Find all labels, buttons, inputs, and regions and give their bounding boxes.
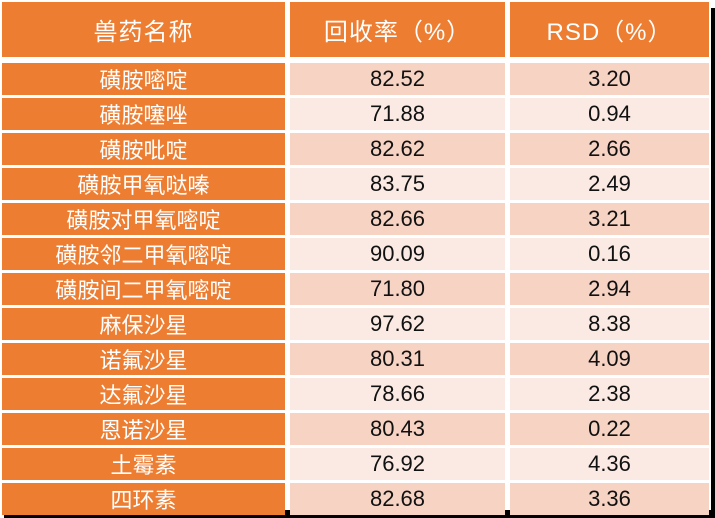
drug-name-cell: 磺胺甲氧哒嗪 — [2, 168, 285, 200]
rsd-value-cell: 3.20 — [510, 63, 709, 95]
rsd-value-cell: 2.66 — [510, 133, 709, 165]
recovery-value-cell: 71.88 — [290, 98, 505, 130]
drug-name-cell: 土霉素 — [2, 448, 285, 480]
recovery-value-cell: 80.43 — [290, 413, 505, 445]
drug-name-cell: 磺胺嘧啶 — [2, 63, 285, 95]
drug-name-cell: 麻保沙星 — [2, 308, 285, 340]
recovery-value-cell: 82.66 — [290, 203, 505, 235]
table-body: 磺胺嘧啶 82.52 3.20 磺胺噻唑 71.88 0.94 磺胺吡啶 82.… — [2, 63, 709, 515]
recovery-value-cell: 71.80 — [290, 273, 505, 305]
drug-name-cell: 磺胺吡啶 — [2, 133, 285, 165]
recovery-value-cell: 97.62 — [290, 308, 505, 340]
rsd-value-cell: 4.09 — [510, 343, 709, 375]
recovery-value-cell: 82.68 — [290, 483, 505, 515]
col-header-recovery-rate: 回收率（%） — [290, 2, 505, 57]
rsd-value-cell: 0.22 — [510, 413, 709, 445]
rsd-value-cell: 2.49 — [510, 168, 709, 200]
rsd-value-cell: 3.36 — [510, 483, 709, 515]
rsd-value-cell: 0.94 — [510, 98, 709, 130]
rsd-value-cell: 0.16 — [510, 238, 709, 270]
rsd-value-cell: 2.38 — [510, 378, 709, 410]
recovery-value-cell: 76.92 — [290, 448, 505, 480]
drug-name-cell: 达氟沙星 — [2, 378, 285, 410]
recovery-value-cell: 78.66 — [290, 378, 505, 410]
drug-name-cell: 诺氟沙星 — [2, 343, 285, 375]
rsd-value-cell: 8.38 — [510, 308, 709, 340]
recovery-value-cell: 90.09 — [290, 238, 505, 270]
recovery-value-cell: 80.31 — [290, 343, 505, 375]
rsd-value-cell: 2.94 — [510, 273, 709, 305]
recovery-value-cell: 82.62 — [290, 133, 505, 165]
drug-name-cell: 磺胺噻唑 — [2, 98, 285, 130]
drug-name-cell: 磺胺邻二甲氧嘧啶 — [2, 238, 285, 270]
recovery-value-cell: 82.52 — [290, 63, 505, 95]
rsd-value-cell: 4.36 — [510, 448, 709, 480]
col-header-drug-name: 兽药名称 — [2, 2, 285, 57]
drug-name-cell: 恩诺沙星 — [2, 413, 285, 445]
col-header-rsd: RSD（%） — [510, 2, 709, 57]
drug-name-cell: 磺胺间二甲氧嘧啶 — [2, 273, 285, 305]
rsd-value-cell: 3.21 — [510, 203, 709, 235]
drug-name-cell: 磺胺对甲氧嘧啶 — [2, 203, 285, 235]
recovery-value-cell: 83.75 — [290, 168, 505, 200]
table-header-row: 兽药名称 回收率（%） RSD（%） — [2, 2, 709, 57]
drug-name-cell: 四环素 — [2, 483, 285, 515]
